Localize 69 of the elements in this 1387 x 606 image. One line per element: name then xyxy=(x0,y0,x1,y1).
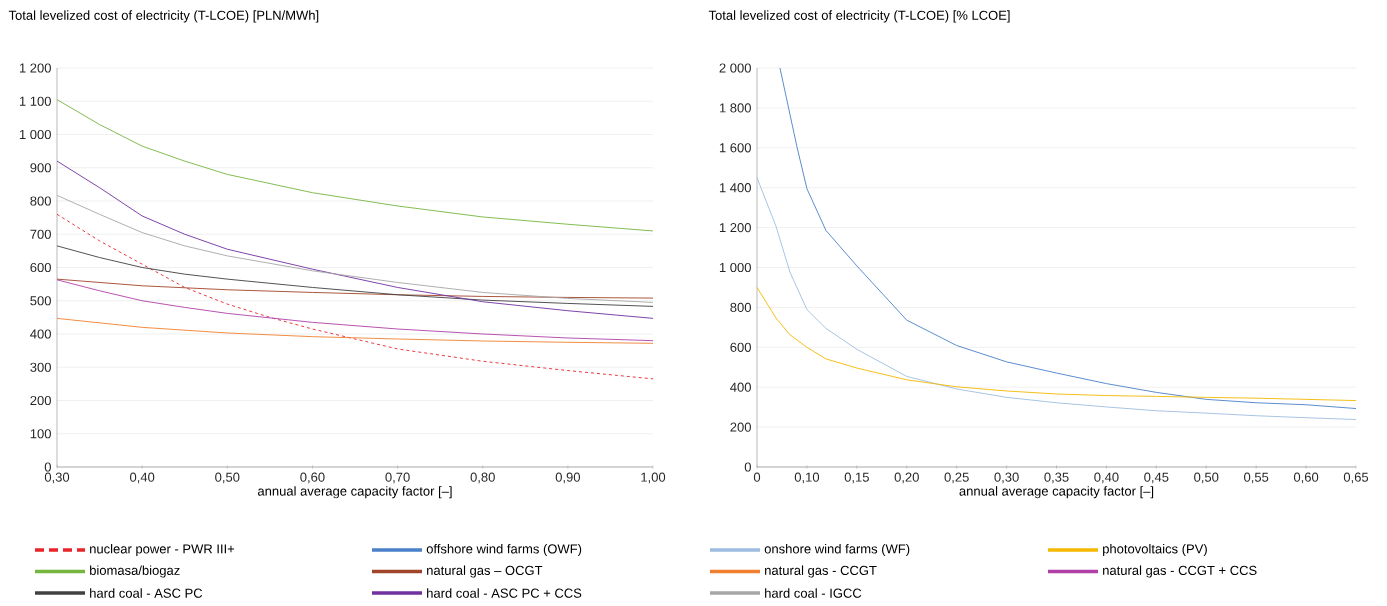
y-tick-label: 1 400 xyxy=(719,183,751,193)
y-tick-label: 2 000 xyxy=(719,63,751,73)
x-tick-label: 0,55 xyxy=(1244,472,1269,484)
x-tick-label: 0,30 xyxy=(44,472,70,484)
x-tick-label: 0,65 xyxy=(1343,472,1369,484)
x-tick-label: 0,25 xyxy=(944,472,969,484)
legend-label: photovoltaics (PV) xyxy=(1103,543,1207,557)
chart-title: Total levelized cost of electricity (T-LCOE) [% LCOE] xyxy=(708,10,1010,23)
x-tick-label: 0,50 xyxy=(1194,472,1219,484)
y-tick-label: 200 xyxy=(730,422,751,432)
y-tick-label: 900 xyxy=(30,163,51,173)
x-tick-label: 0,10 xyxy=(794,472,820,484)
legend-label: hard coal - ASC PC + CCS xyxy=(427,588,582,598)
x-tick-label: 0,30 xyxy=(994,472,1019,484)
legend-label: natural gas – OCGT xyxy=(427,565,543,578)
line-series xyxy=(56,99,654,232)
line-series xyxy=(56,213,654,380)
legend-label: natural gas - CCGT + CCS xyxy=(1103,565,1257,578)
y-tick-label: 100 xyxy=(30,429,51,439)
x-tick-label: 0,60 xyxy=(300,472,325,484)
y-tick-label: 1 100 xyxy=(19,96,51,106)
legend-label: hard coal - ASC PC xyxy=(90,588,203,598)
y-tick-label: 700 xyxy=(30,229,51,239)
legend-label: biomasa/biogaz xyxy=(90,565,180,578)
line-series xyxy=(56,278,654,299)
x-tick-label: 0,70 xyxy=(385,472,410,484)
y-tick-label: 400 xyxy=(730,382,751,392)
y-tick-label: 500 xyxy=(30,296,51,306)
x-tick-label: 0,35 xyxy=(1044,472,1069,484)
x-axis-title: annual average capacity factor [–] xyxy=(257,486,452,499)
x-tick-label: 0 xyxy=(753,472,761,482)
y-tick-label: 800 xyxy=(730,302,751,312)
x-tick-label: 0,90 xyxy=(555,472,581,484)
y-tick-label: 600 xyxy=(730,342,751,352)
line-series xyxy=(56,279,654,342)
x-axis-title: annual average capacity factor [–] xyxy=(959,486,1154,499)
x-tick-label: 0,50 xyxy=(215,472,240,484)
line-series xyxy=(56,317,654,344)
line-series xyxy=(779,67,1357,409)
y-tick-label: 1 000 xyxy=(719,262,751,273)
x-tick-label: 1,00 xyxy=(641,472,666,484)
legend-label: onshore wind farms (WF) xyxy=(764,543,910,557)
x-tick-label: 0,60 xyxy=(1293,472,1319,484)
x-tick-label: 0,40 xyxy=(130,472,155,484)
line-series xyxy=(756,177,1357,420)
y-tick-label: 1 600 xyxy=(719,143,751,153)
x-tick-label: 0,15 xyxy=(844,472,869,484)
legend-label: nuclear power - PWR III+ xyxy=(90,543,235,557)
y-tick-label: 1 000 xyxy=(19,129,51,140)
y-tick-label: 800 xyxy=(30,196,51,206)
y-tick-label: 1 200 xyxy=(719,222,751,233)
x-tick-label: 0,40 xyxy=(1094,472,1119,484)
x-tick-label: 0,80 xyxy=(470,472,495,484)
y-tick-label: 1 800 xyxy=(719,103,751,113)
y-tick-label: 0 xyxy=(44,462,51,472)
y-tick-label: 600 xyxy=(30,262,51,273)
legend-label: hard coal - IGCC xyxy=(765,588,862,598)
y-tick-label: 1 200 xyxy=(19,63,51,73)
x-tick-label: 0,20 xyxy=(894,472,919,484)
legend-label: natural gas - CCGT xyxy=(765,565,877,578)
line-series xyxy=(56,194,654,303)
line-series xyxy=(56,160,654,319)
y-tick-label: 200 xyxy=(30,395,51,406)
chart-title: Total levelized cost of electricity (T-LCOE) [PLN/MWh] xyxy=(8,10,319,23)
x-tick-label: 0,45 xyxy=(1144,472,1169,484)
y-tick-label: 0 xyxy=(744,462,751,472)
y-tick-label: 300 xyxy=(30,362,51,372)
y-tick-label: 400 xyxy=(30,329,51,339)
legend-label: offshore wind farms (OWF) xyxy=(426,543,582,557)
